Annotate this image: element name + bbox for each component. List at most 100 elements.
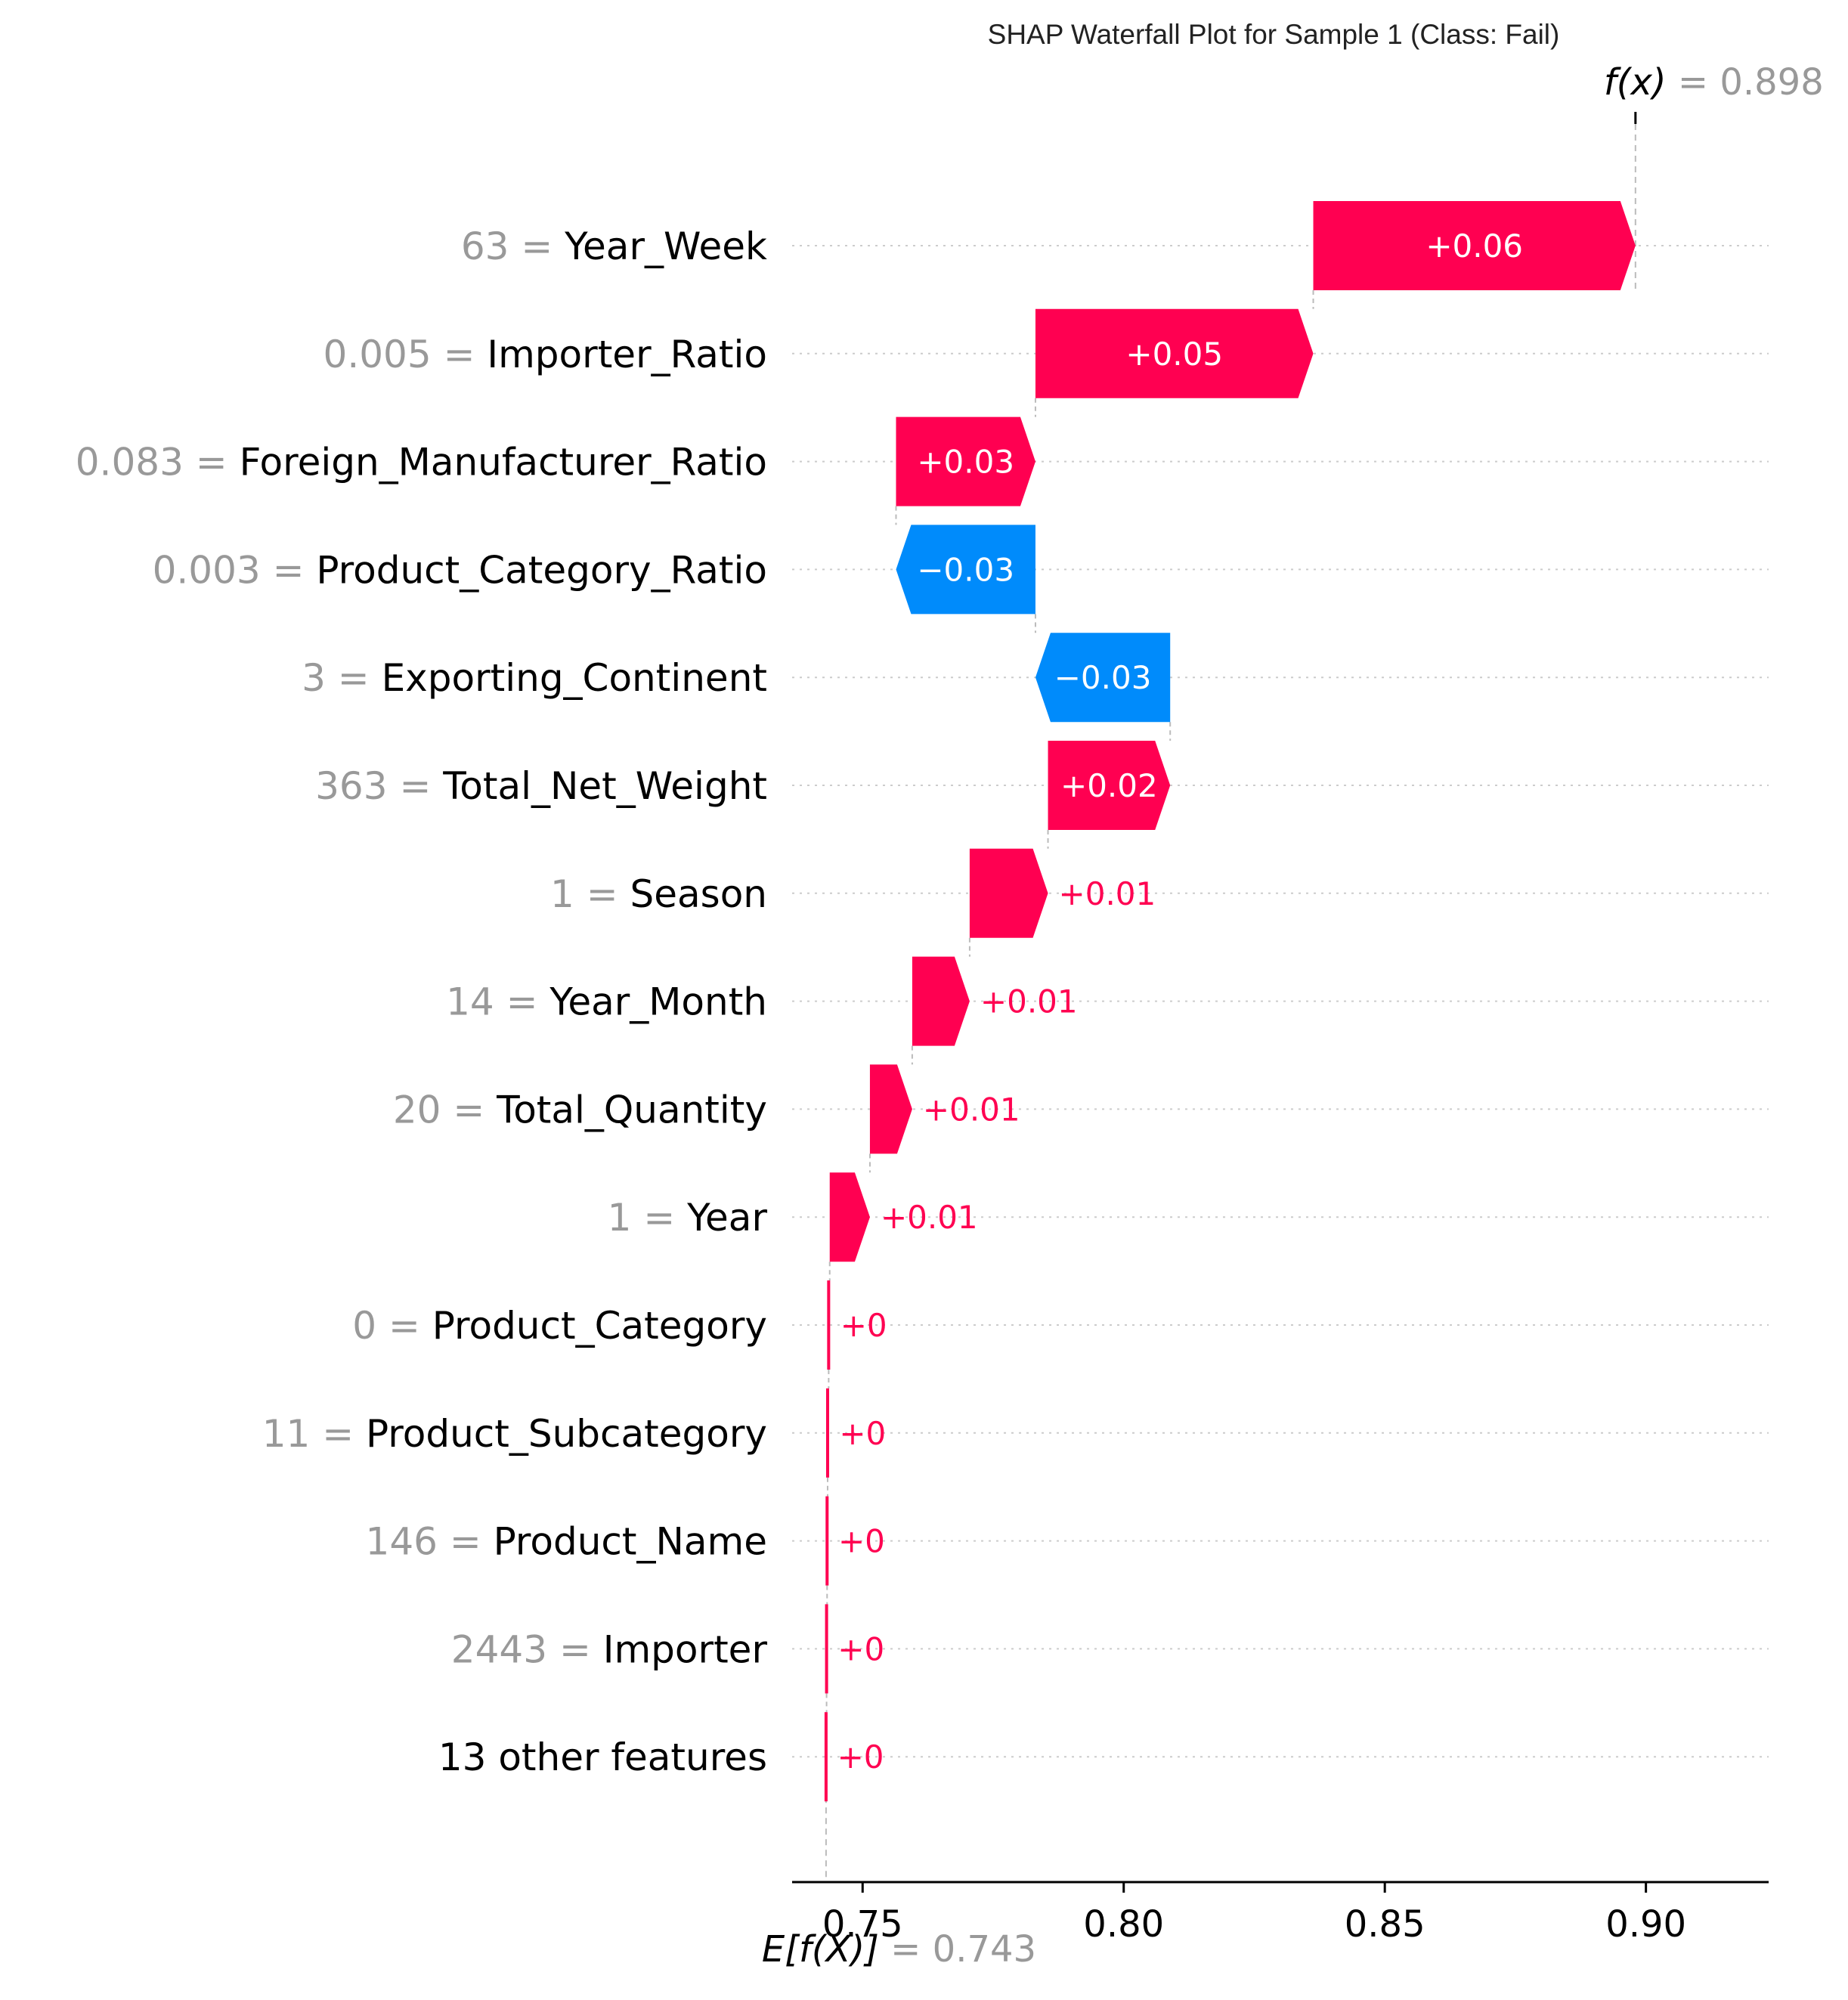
contribution-label: +0.01 <box>1059 875 1156 912</box>
equals-sign: = <box>184 441 240 485</box>
feature-label: 1 = Year <box>608 1196 768 1240</box>
bar <box>829 1172 870 1262</box>
feature-value: 14 <box>446 980 494 1024</box>
bar <box>969 848 1048 938</box>
x-tick-label: 0.90 <box>1605 1903 1686 1946</box>
feature-value: 1 <box>550 872 574 916</box>
contribution-label: +0.02 <box>1060 767 1158 804</box>
feature-name: Importer <box>603 1627 768 1671</box>
output-value-label: f(x) <box>1604 61 1667 104</box>
contribution-label: +0.01 <box>881 1199 978 1236</box>
feature-label: 13 other features <box>438 1735 767 1779</box>
equals-sign: = <box>547 1627 603 1671</box>
feature-label: 363 = Total_Net_Weight <box>315 764 767 808</box>
equals-sign: = <box>326 656 382 700</box>
feature-name: Year_Week <box>564 224 767 268</box>
bar <box>825 1496 829 1586</box>
output-value-annotation: f(x) = 0.898 <box>1604 61 1824 104</box>
base-value-label: E[f(X)] <box>762 1928 879 1971</box>
feature-label: 11 = Product_Subcategory <box>262 1412 767 1456</box>
feature-value: 1 <box>608 1196 632 1240</box>
bar <box>1035 633 1171 723</box>
base-value-number: = 0.743 <box>879 1928 1036 1971</box>
feature-labels: +0.06 63 = Year_Week +0.05 0.005 = Importer… <box>76 224 1523 1779</box>
bar <box>896 525 1035 615</box>
feature-value: 0.003 <box>153 548 261 592</box>
feature-name: Product_Name <box>494 1520 767 1564</box>
feature-value: 0.005 <box>323 333 432 376</box>
feature-value: 146 <box>366 1520 438 1564</box>
equals-sign: = <box>509 224 565 268</box>
contribution-label: +0 <box>837 1630 884 1667</box>
equals-sign: = <box>441 1088 497 1132</box>
x-axis: 0.75 0.80 0.85 0.90 E[f(X)] = 0.743 f(x) = 0.… <box>762 61 1824 1971</box>
bar <box>1048 741 1171 830</box>
contribution-label: +0 <box>839 1415 886 1452</box>
chart-title: SHAP Waterfall Plot for Sample 1 (Class:… <box>988 19 1560 50</box>
feature-label: 1 = Season <box>550 872 767 916</box>
contribution-label: +0.06 <box>1425 228 1523 265</box>
feature-name: Product_Subcategory <box>366 1412 767 1456</box>
feature-label: 0 = Product_Category <box>352 1304 767 1348</box>
feature-name: 13 other features <box>438 1735 767 1779</box>
feature-value: 0.083 <box>76 441 184 485</box>
equals-sign: = <box>376 1304 432 1348</box>
feature-label: 3 = Exporting_Continent <box>302 656 767 700</box>
feature-label: 14 = Year_Month <box>446 980 767 1024</box>
equals-sign: = <box>438 1520 494 1564</box>
equals-sign: = <box>631 1196 687 1240</box>
feature-label: 0.005 = Importer_Ratio <box>323 333 767 376</box>
feature-name: Importer_Ratio <box>487 333 767 376</box>
bar <box>825 1604 828 1694</box>
contribution-label: +0.01 <box>923 1091 1020 1128</box>
feature-name: Total_Quantity <box>496 1088 767 1132</box>
feature-name: Product_Category <box>432 1304 767 1348</box>
contribution-label: −0.03 <box>917 551 1014 588</box>
output-value-number: = 0.898 <box>1667 61 1824 104</box>
feature-label: 0.003 = Product_Category_Ratio <box>153 548 767 592</box>
feature-name: Year <box>686 1196 767 1240</box>
feature-label: 63 = Year_Week <box>461 224 767 268</box>
feature-name: Season <box>630 872 767 916</box>
x-tick-label: 0.75 <box>822 1903 903 1946</box>
feature-value: 20 <box>393 1088 441 1132</box>
contribution-label: +0.05 <box>1125 336 1223 373</box>
equals-sign: = <box>432 333 488 376</box>
base-value-annotation: E[f(X)] = 0.743 <box>762 1928 1036 1971</box>
feature-label: 146 = Product_Name <box>366 1520 767 1564</box>
feature-name: Year_Month <box>549 980 767 1024</box>
feature-value: 0 <box>352 1304 376 1348</box>
feature-name: Exporting_Continent <box>382 656 767 700</box>
feature-value: 2443 <box>451 1627 547 1671</box>
bars <box>824 201 1636 1802</box>
feature-name: Product_Category_Ratio <box>316 548 767 592</box>
contribution-label: −0.03 <box>1054 659 1152 696</box>
contribution-label: +0.01 <box>980 983 1078 1020</box>
equals-sign: = <box>310 1412 366 1456</box>
bar <box>1035 308 1314 398</box>
feature-label: 0.083 = Foreign_Manufacturer_Ratio <box>76 441 767 485</box>
bar <box>912 956 970 1046</box>
bar <box>827 1280 831 1370</box>
contribution-label: +0.03 <box>917 444 1014 481</box>
equals-sign: = <box>388 764 444 808</box>
feature-label: 2443 = Importer <box>451 1627 768 1671</box>
x-tick-label: 0.80 <box>1083 1903 1164 1946</box>
bar <box>824 1712 828 1802</box>
equals-sign: = <box>574 872 630 916</box>
feature-value: 11 <box>262 1412 311 1456</box>
feature-value: 363 <box>315 764 387 808</box>
contribution-label: +0 <box>840 1307 887 1344</box>
bar <box>825 1388 829 1478</box>
x-tick-label: 0.85 <box>1345 1903 1425 1946</box>
feature-name: Total_Net_Weight <box>442 764 767 808</box>
bar <box>869 1064 912 1154</box>
bar <box>1313 201 1636 290</box>
contribution-label: +0 <box>837 1738 884 1776</box>
equals-sign: = <box>494 980 550 1024</box>
equals-sign: = <box>261 548 317 592</box>
feature-value: 3 <box>302 656 326 700</box>
feature-name: Foreign_Manufacturer_Ratio <box>240 441 767 485</box>
bar <box>896 416 1035 506</box>
